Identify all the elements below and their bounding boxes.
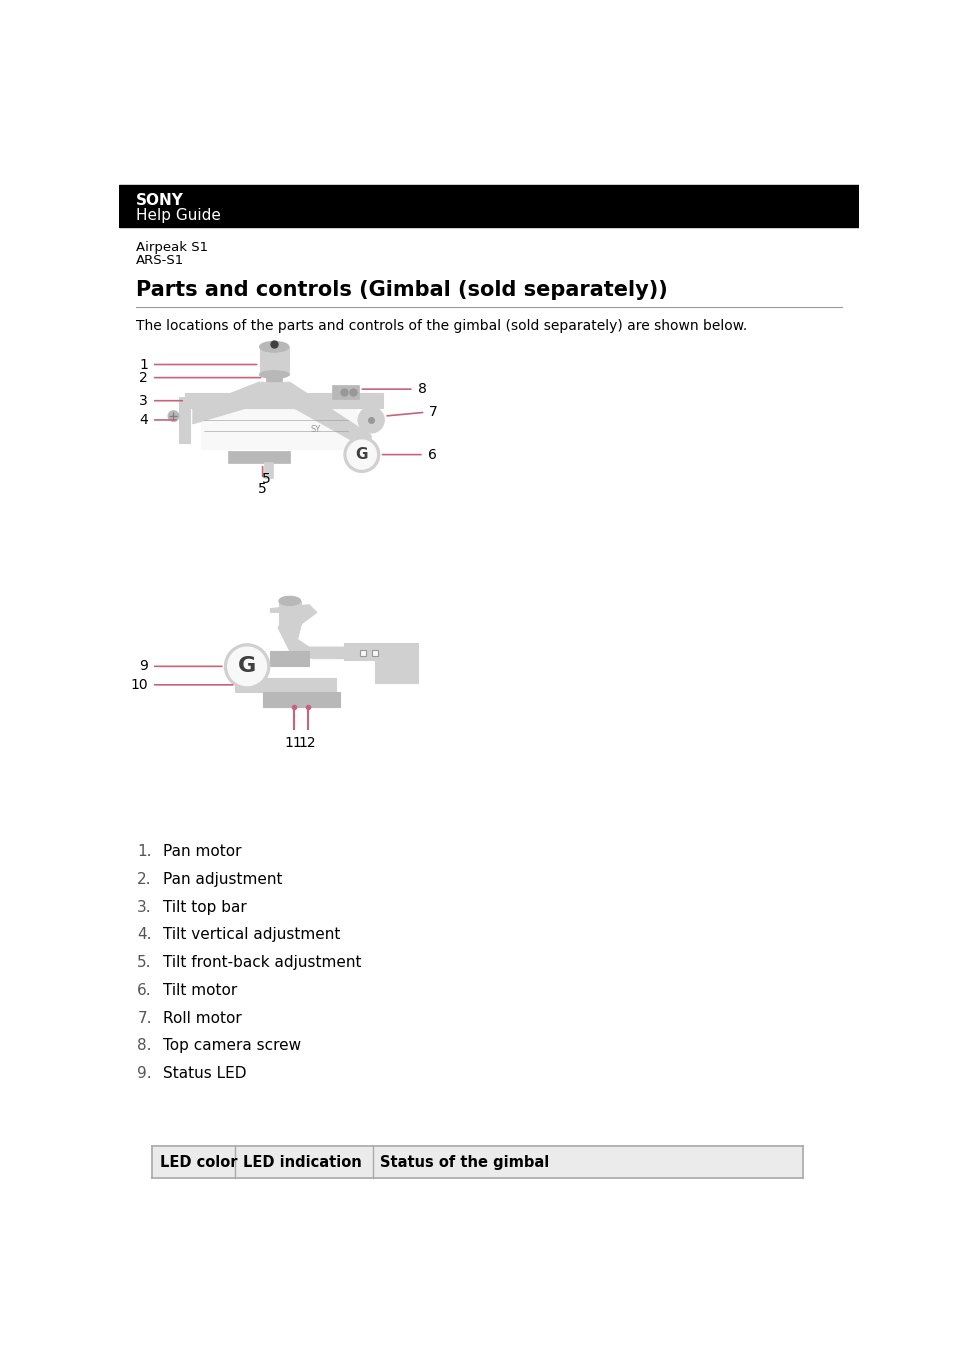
Bar <box>179 397 190 443</box>
Text: SONY: SONY <box>136 193 184 208</box>
Text: Airpeak S1: Airpeak S1 <box>136 242 208 254</box>
Text: LED color: LED color <box>159 1154 236 1169</box>
Text: 7: 7 <box>429 405 437 420</box>
Text: Tilt vertical adjustment: Tilt vertical adjustment <box>162 927 339 942</box>
Text: 1.: 1. <box>137 844 152 859</box>
Bar <box>228 451 290 463</box>
Ellipse shape <box>259 342 289 352</box>
Ellipse shape <box>168 410 179 421</box>
Bar <box>278 601 300 624</box>
Text: Top camera screw: Top camera screw <box>162 1038 300 1053</box>
Bar <box>152 1146 802 1179</box>
Bar <box>266 374 282 383</box>
Text: 1: 1 <box>139 358 148 371</box>
Text: 9.: 9. <box>137 1066 152 1081</box>
Text: 11: 11 <box>284 736 302 751</box>
Ellipse shape <box>347 440 376 470</box>
Text: 4.: 4. <box>137 927 152 942</box>
Text: 6: 6 <box>427 448 436 462</box>
Text: Pan motor: Pan motor <box>162 844 241 859</box>
Bar <box>264 462 274 478</box>
Text: G: G <box>355 447 368 462</box>
Text: 2.: 2. <box>137 872 152 887</box>
Text: LED indication: LED indication <box>243 1154 361 1169</box>
Ellipse shape <box>224 644 270 688</box>
Text: G: G <box>237 656 256 676</box>
Bar <box>332 385 359 400</box>
Text: Pan adjustment: Pan adjustment <box>162 872 282 887</box>
Text: 7.: 7. <box>137 1011 152 1026</box>
Polygon shape <box>193 382 263 424</box>
Bar <box>270 651 309 667</box>
Text: Roll motor: Roll motor <box>162 1011 241 1026</box>
Text: 9: 9 <box>139 659 148 674</box>
Ellipse shape <box>344 437 379 472</box>
Text: Status LED: Status LED <box>162 1066 246 1081</box>
Text: Status of the gimbal: Status of the gimbal <box>380 1154 549 1169</box>
Bar <box>262 691 340 707</box>
Bar <box>185 393 382 409</box>
Text: 3: 3 <box>139 394 148 408</box>
Text: Tilt front-back adjustment: Tilt front-back adjustment <box>162 954 361 971</box>
Text: 8.: 8. <box>137 1038 152 1053</box>
Bar <box>375 660 417 683</box>
Text: Parts and controls (Gimbal (sold separately)): Parts and controls (Gimbal (sold separat… <box>136 279 667 300</box>
Text: Tilt top bar: Tilt top bar <box>162 899 246 915</box>
Bar <box>344 643 417 660</box>
Text: Help Guide: Help Guide <box>136 208 221 223</box>
Text: 6.: 6. <box>137 983 152 998</box>
Ellipse shape <box>278 597 300 606</box>
Text: 5: 5 <box>258 482 267 495</box>
Polygon shape <box>285 382 371 447</box>
Text: 5: 5 <box>262 472 271 486</box>
Text: 8: 8 <box>417 382 426 396</box>
Ellipse shape <box>228 647 266 686</box>
Text: 10: 10 <box>131 678 148 691</box>
Text: 5.: 5. <box>137 954 152 971</box>
Bar <box>263 382 285 394</box>
Text: 2: 2 <box>139 371 148 385</box>
Ellipse shape <box>259 371 289 378</box>
Bar <box>119 185 858 227</box>
Text: 12: 12 <box>298 736 316 751</box>
Text: 3.: 3. <box>137 899 152 915</box>
Bar <box>235 678 335 691</box>
Text: ARS-S1: ARS-S1 <box>136 254 184 267</box>
Ellipse shape <box>357 406 384 433</box>
Polygon shape <box>270 605 382 659</box>
Text: Tilt motor: Tilt motor <box>162 983 236 998</box>
Bar <box>200 406 355 450</box>
Text: SY: SY <box>310 425 320 435</box>
Text: The locations of the parts and controls of the gimbal (sold separately) are show: The locations of the parts and controls … <box>136 319 747 333</box>
Bar <box>259 347 289 374</box>
Text: 4: 4 <box>139 413 148 427</box>
